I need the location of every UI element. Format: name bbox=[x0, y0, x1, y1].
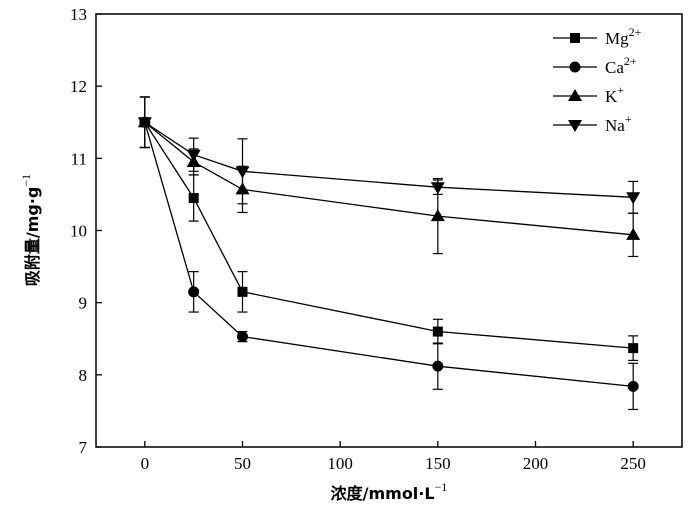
series-mg bbox=[139, 96, 639, 361]
point-ca-4 bbox=[627, 380, 639, 392]
legend-label-sup-mg: 2+ bbox=[629, 25, 642, 39]
series-line-ca bbox=[144, 122, 634, 388]
legend-marker-na bbox=[568, 120, 582, 132]
y-tick-label-4: 11 bbox=[71, 149, 87, 168]
y-tick-label-5: 12 bbox=[70, 77, 87, 96]
point-k-4 bbox=[626, 227, 641, 240]
legend-label-base-mg: Mg bbox=[605, 29, 629, 48]
y-axis-title: 吸附量/mg·g−1 bbox=[19, 174, 42, 286]
series-line-na bbox=[144, 121, 634, 198]
legend-label-sup-ca: 2+ bbox=[624, 54, 637, 68]
y-tick-label-2: 9 bbox=[79, 294, 88, 313]
point-na-4 bbox=[626, 192, 641, 205]
x-tick-label-0: 0 bbox=[141, 454, 150, 473]
legend-label-base-na: Na bbox=[605, 116, 625, 135]
point-ca-1 bbox=[188, 286, 200, 298]
point-mg-4 bbox=[628, 343, 639, 354]
point-na-2 bbox=[235, 166, 250, 179]
x-tick-label-5: 250 bbox=[620, 454, 646, 473]
legend-entry-ca: Ca2+ bbox=[553, 54, 637, 77]
y-axis-title-exponent: −1 bbox=[19, 174, 33, 187]
point-ca-3 bbox=[432, 360, 444, 372]
series-na bbox=[137, 96, 641, 214]
legend-marker-mg bbox=[570, 33, 580, 43]
legend-marker-k bbox=[568, 89, 582, 101]
legend-entry-mg: Mg2+ bbox=[553, 25, 642, 48]
legend-label-base-k: K bbox=[605, 87, 618, 106]
legend-entry-k: K+ bbox=[553, 83, 624, 106]
legend-label-ca: Ca2+ bbox=[605, 54, 637, 77]
series-k bbox=[137, 96, 641, 258]
x-tick-label-1: 50 bbox=[234, 454, 251, 473]
point-ca-2 bbox=[237, 331, 248, 343]
legend: Mg2+Ca2+K+Na+ bbox=[553, 25, 642, 135]
x-axis-title-exponent: −1 bbox=[435, 480, 448, 494]
axis-ticks: 0 50 100 150 200 250 7 8 9 10 11 12 13 bbox=[70, 5, 646, 473]
legend-label-base-ca: Ca bbox=[605, 58, 624, 77]
legend-label-sup-na: + bbox=[625, 112, 632, 126]
legend-label-k: K+ bbox=[605, 83, 624, 106]
legend-marker-ca bbox=[569, 61, 581, 73]
legend-label-sup-k: + bbox=[617, 83, 624, 97]
x-tick-label-2: 100 bbox=[327, 454, 353, 473]
y-tick-label-6: 13 bbox=[70, 5, 87, 24]
x-tick-label-3: 150 bbox=[425, 454, 451, 473]
point-k-3 bbox=[430, 209, 445, 222]
point-mg-1 bbox=[188, 193, 199, 204]
series-line-k bbox=[144, 121, 634, 236]
legend-entry-na: Na+ bbox=[553, 112, 632, 135]
x-tick-label-4: 200 bbox=[523, 454, 549, 473]
point-mg-2 bbox=[237, 286, 248, 297]
legend-label-mg: Mg2+ bbox=[605, 25, 642, 48]
y-tick-label-1: 8 bbox=[79, 366, 88, 385]
x-axis-title: 浓度/mmol·L−1 bbox=[331, 480, 448, 503]
legend-label-na: Na+ bbox=[605, 112, 632, 135]
series-ca bbox=[139, 96, 639, 411]
point-na-3 bbox=[430, 182, 445, 195]
y-tick-label-3: 10 bbox=[70, 222, 87, 241]
point-na-1 bbox=[186, 149, 201, 162]
y-tick-label-0: 7 bbox=[79, 438, 88, 457]
point-mg-3 bbox=[432, 326, 443, 337]
series-layer bbox=[137, 96, 641, 411]
point-na-0 bbox=[137, 117, 152, 130]
